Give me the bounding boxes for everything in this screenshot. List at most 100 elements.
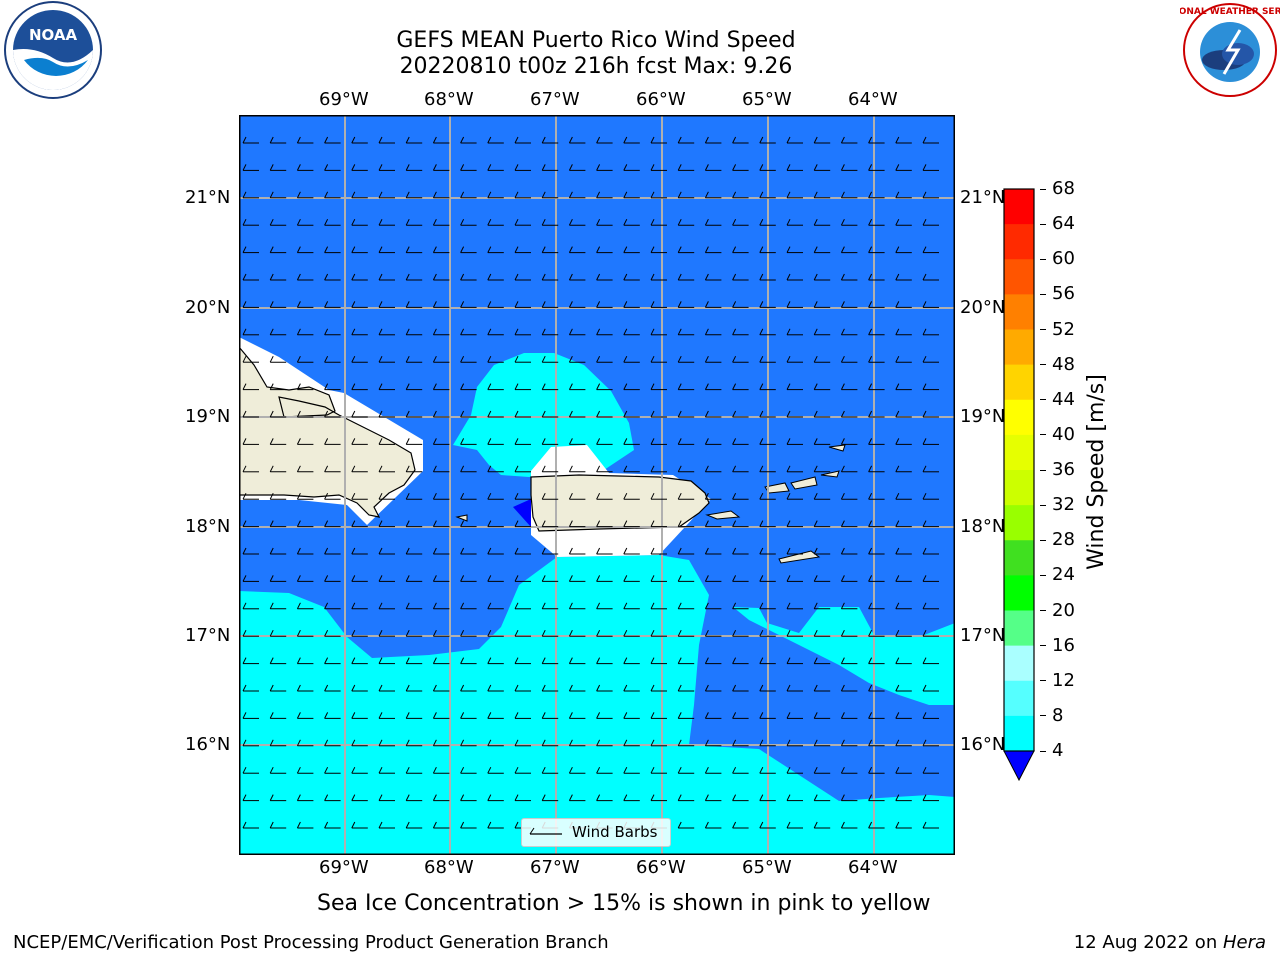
wind-barb-flag — [432, 602, 437, 610]
wind-barb-flag — [868, 684, 873, 692]
wind-barb-flag — [786, 273, 791, 281]
wind-barb-flag — [487, 328, 492, 336]
wind-barb-flag — [895, 164, 900, 171]
wind-barb-flag — [568, 575, 573, 582]
wind-barb-flag — [759, 794, 764, 801]
wind-barb-flag — [269, 657, 274, 664]
wind-barb-flag — [460, 218, 465, 226]
wind-barb-flag — [922, 355, 927, 363]
wind-barb-flag — [487, 191, 492, 199]
wind-barb-flag — [296, 712, 301, 719]
wind-barb-flag — [269, 301, 274, 308]
map-title-line1: GEFS MEAN Puerto Rico Wind Speed — [396, 28, 796, 53]
wind-barb-flag — [922, 328, 927, 336]
wind-barb-flag — [895, 739, 900, 747]
wind-barb-flag — [541, 602, 546, 610]
wind-barb-flag — [732, 766, 737, 774]
wind-barb-flag — [759, 492, 764, 500]
wind-barb-flag — [677, 657, 682, 664]
wind-under-4-patch — [513, 499, 531, 527]
wind-barb-flag — [813, 766, 818, 774]
wind-barb-flag — [405, 739, 410, 747]
wind-barb-flag — [296, 273, 301, 281]
wind-barb-flag — [378, 739, 383, 747]
wind-barb-flag — [759, 547, 764, 555]
colorbar-tick-label: 48 — [1052, 353, 1075, 375]
wind-barb-flag — [405, 273, 410, 281]
wind-barb-flag — [922, 657, 927, 664]
wind-barb-flag — [623, 273, 628, 281]
wind-barb-flag — [242, 465, 247, 473]
wind-barb-flag — [460, 492, 465, 500]
wind-barb-flag — [269, 547, 274, 555]
wind-barb-flag — [677, 712, 682, 719]
wind-barb-flag — [405, 410, 410, 418]
wind-barb-flag — [269, 766, 274, 774]
wind-barb-flag — [568, 218, 573, 226]
wind-barb-flag — [242, 246, 247, 253]
wind-barb-flag — [296, 492, 301, 500]
wind-barb-flag — [514, 191, 519, 199]
wind-barb-flag — [732, 246, 737, 253]
wind-barb-flag — [432, 328, 437, 336]
wind-barb-flag — [432, 657, 437, 664]
wind-barb-flag — [623, 520, 628, 527]
wind-barb-flag — [840, 438, 845, 445]
wind-barb-flag — [405, 191, 410, 199]
wind-barb-flag — [732, 465, 737, 473]
lon-tick-bottom-69w: 69°W — [319, 857, 369, 878]
wind-barb-flag — [895, 794, 900, 801]
wind-barb-flag — [759, 383, 764, 390]
wind-barb-flag — [650, 273, 655, 281]
wind-barb-flag — [596, 712, 601, 719]
wind-barb-flag — [732, 492, 737, 500]
wind-barb-flag — [269, 218, 274, 226]
wind-barb-flag — [596, 657, 601, 664]
wind-barb-flag — [813, 684, 818, 692]
wind-barb-flag — [460, 739, 465, 747]
wind-barb-flag — [460, 575, 465, 582]
wind-barb-flag — [786, 766, 791, 774]
wind-barb-flag — [786, 246, 791, 253]
wind-barb-flag — [568, 136, 573, 144]
wind-barb-flag — [460, 328, 465, 336]
wind-barb-flag — [704, 492, 709, 500]
wind-barb-flag — [487, 410, 492, 418]
wind-barb-flag — [813, 465, 818, 473]
wind-barb-flag — [242, 191, 247, 199]
wind-barb-flag — [650, 629, 655, 637]
lon-tick-bottom-65w: 65°W — [742, 857, 792, 878]
wind-barb-flag — [541, 739, 546, 747]
wind-barb-flag — [242, 383, 247, 390]
wind-barb-flag — [242, 602, 247, 610]
wind-barb-flag — [677, 438, 682, 445]
wind-barb-flag — [432, 821, 437, 829]
wind-barb-flag — [242, 629, 247, 637]
wind-barb-flag — [541, 575, 546, 582]
wind-barb-flag — [460, 246, 465, 253]
wind-barb-flag — [813, 246, 818, 253]
wind-barb-flag — [487, 438, 492, 445]
lon-tick-top-69w: 69°W — [319, 89, 369, 110]
wind-barb-flag — [623, 465, 628, 473]
wind-barb-flag — [242, 657, 247, 664]
wind-barb-flag — [704, 684, 709, 692]
wind-barb-flag — [868, 273, 873, 281]
wind-barb-flag — [460, 766, 465, 774]
wind-barb-flag — [514, 794, 519, 801]
wind-barb-flag — [677, 301, 682, 308]
wind-barb-flag — [868, 657, 873, 664]
wind-barb-flag — [460, 629, 465, 637]
wind-barb-flag — [514, 383, 519, 390]
wind-barb-flag — [460, 383, 465, 390]
wind-barb-flag — [487, 246, 492, 253]
wind-barb-flag — [922, 712, 927, 719]
wind-barb-flag — [895, 465, 900, 473]
wind-barb-flag — [813, 301, 818, 308]
wind-barb-flag — [623, 301, 628, 308]
wind-barb-flag — [514, 301, 519, 308]
wind-barb-flag — [813, 438, 818, 445]
colorbar-tick-mark — [1040, 329, 1046, 330]
wind-barb-flag — [541, 657, 546, 664]
wind-barb-flag — [677, 602, 682, 610]
